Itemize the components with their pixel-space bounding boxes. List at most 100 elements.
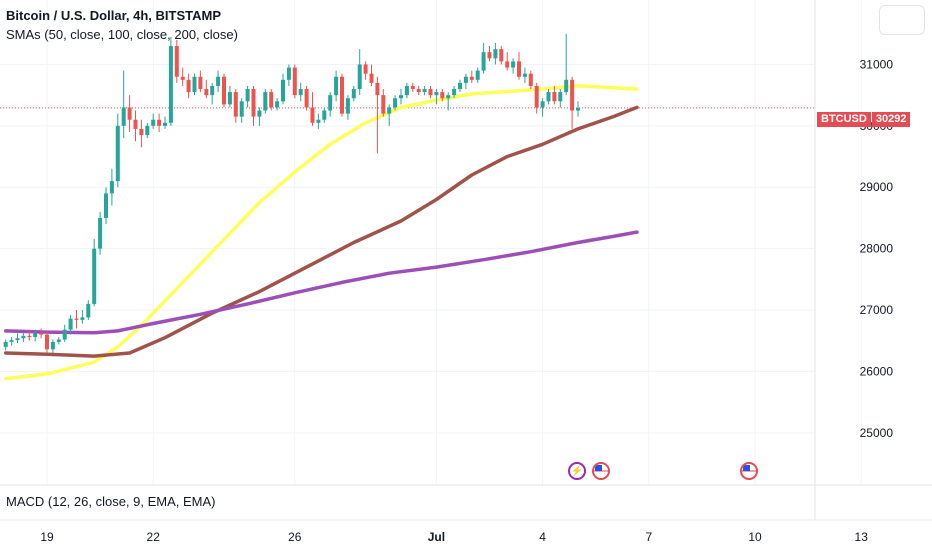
chart-menu-button[interactable]	[879, 5, 925, 35]
candle-body	[3, 341, 8, 347]
candle-body	[469, 76, 474, 80]
candle	[133, 110, 138, 142]
candle	[540, 98, 545, 117]
candle-body	[92, 248, 97, 304]
candle	[357, 49, 362, 96]
candle-body	[522, 73, 527, 77]
candle	[139, 119, 144, 148]
candle	[387, 104, 392, 126]
candle	[576, 101, 580, 117]
candle-body	[393, 98, 398, 108]
candle	[192, 73, 197, 96]
candle	[174, 39, 179, 83]
candle-body	[357, 64, 362, 90]
candle-body	[227, 92, 232, 105]
candle	[98, 211, 103, 255]
us-flag-icon[interactable]	[740, 462, 758, 480]
candle	[481, 42, 486, 74]
candle	[74, 310, 79, 329]
candle	[316, 113, 321, 129]
candle-body	[62, 329, 67, 340]
candle-body	[210, 85, 215, 96]
candle	[269, 89, 274, 111]
x-tick-label: 26	[288, 530, 302, 544]
candle-body	[540, 101, 545, 108]
candle-body	[534, 85, 539, 108]
macd-indicator-legend[interactable]: MACD (12, 26, close, 9, EMA, EMA)	[6, 494, 216, 509]
candle	[163, 116, 167, 129]
candle-body	[192, 76, 197, 93]
candle	[92, 238, 97, 307]
candle-body	[56, 339, 61, 342]
candle	[80, 310, 85, 324]
candle	[434, 89, 439, 105]
candle	[375, 76, 380, 154]
candle-body	[286, 67, 291, 80]
candle-body	[292, 67, 297, 96]
candle-body	[174, 46, 179, 77]
candle-body	[33, 333, 38, 338]
candle	[15, 333, 20, 344]
candle-body	[45, 334, 49, 350]
candle-body	[204, 89, 209, 96]
candle-body	[127, 107, 132, 120]
candle-body	[27, 335, 32, 338]
candle-body	[493, 49, 498, 59]
candle	[21, 332, 26, 342]
candle-body	[163, 122, 167, 126]
candle-body	[381, 95, 386, 114]
candle-body	[328, 95, 333, 111]
series-line-sma-200	[3, 230, 639, 335]
candles	[3, 33, 580, 354]
candle-body	[363, 64, 368, 74]
candle-body	[222, 76, 226, 105]
candle-body	[86, 303, 91, 318]
candle-body	[145, 125, 150, 136]
candle-body	[316, 119, 321, 123]
candle	[458, 79, 462, 93]
candle-body	[310, 107, 315, 123]
x-tick-label: Jul	[428, 530, 445, 544]
candle	[157, 113, 162, 132]
candle-body	[50, 341, 55, 350]
candle-body	[263, 92, 268, 111]
sma-indicator-legend[interactable]: SMAs (50, close, 100, close, 200, close)	[6, 27, 238, 42]
candle-body	[74, 318, 79, 320]
candle-body	[115, 125, 120, 182]
candle	[381, 89, 386, 117]
candle	[310, 92, 315, 126]
lightning-icon[interactable]: ⚡	[568, 462, 586, 480]
candle	[404, 82, 409, 99]
candle	[222, 73, 226, 108]
candle	[446, 92, 451, 111]
x-tick-label: 10	[748, 530, 762, 544]
candle-body	[475, 70, 480, 80]
candle-body	[322, 110, 327, 120]
candle	[168, 36, 173, 126]
candle-body	[109, 181, 114, 194]
chart-title: Bitcoin / U.S. Dollar, 4h, BITSTAMP	[6, 8, 222, 23]
y-tick-label: 27000	[860, 303, 894, 317]
candle	[546, 89, 551, 105]
candle	[564, 33, 569, 96]
candle	[39, 328, 44, 339]
candle	[62, 324, 67, 342]
candle	[558, 89, 563, 108]
candle	[487, 46, 492, 62]
y-tick-label: 25000	[860, 426, 894, 440]
candle-body	[570, 79, 575, 111]
candle	[68, 314, 73, 335]
candle-body	[487, 52, 492, 59]
candle	[145, 122, 150, 139]
candle	[245, 85, 250, 108]
candle	[286, 64, 291, 86]
candle-body	[186, 79, 191, 93]
candle	[428, 85, 433, 99]
us-flag-icon[interactable]	[592, 462, 610, 480]
candle-body	[151, 119, 156, 126]
candle-body	[98, 217, 103, 249]
candle	[511, 58, 516, 74]
candle-body	[345, 98, 350, 114]
candle-body	[434, 92, 439, 96]
